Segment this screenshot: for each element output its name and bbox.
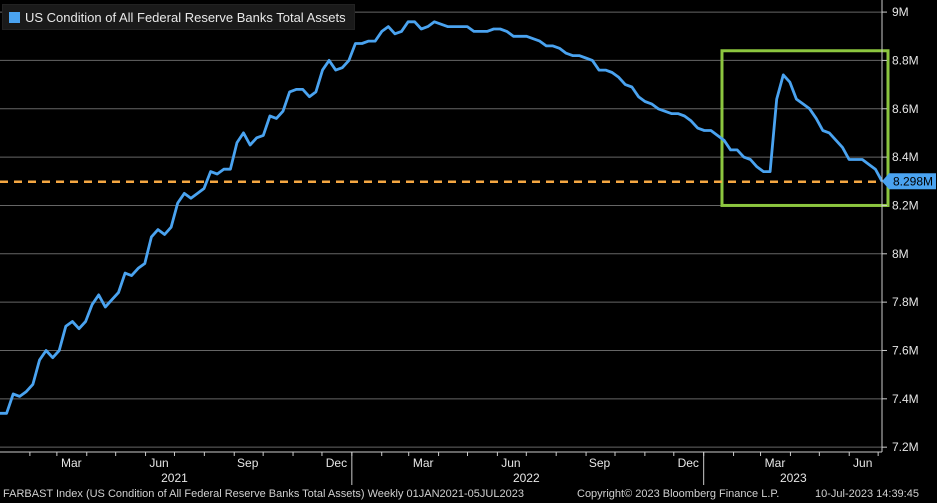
last-value-badge [882, 173, 936, 190]
legend-label: US Condition of All Federal Reserve Bank… [25, 9, 346, 25]
y-tick-label: 7.8M [892, 295, 919, 309]
last-value-badge-layer: 8.298M [882, 173, 936, 190]
y-tick-label: 9M [892, 5, 909, 19]
series-layer [0, 20, 884, 415]
x-tick-label: Dec [678, 456, 699, 470]
y-tick-label: 7.2M [892, 440, 919, 454]
y-tick-label: 8.2M [892, 198, 919, 212]
legend: US Condition of All Federal Reserve Bank… [2, 4, 355, 30]
y-tick-label: 8.6M [892, 102, 919, 116]
footer: FARBAST Index (US Condition of All Feder… [0, 487, 937, 503]
x-tick-label: Mar [765, 456, 786, 470]
y-tick-label: 8M [892, 247, 909, 261]
x-tick-label: Sep [237, 456, 259, 470]
x-tick-label: Mar [61, 456, 82, 470]
y-tick-label: 8.8M [892, 53, 919, 67]
axis-layer [0, 0, 887, 485]
footer-timestamp: 10-Jul-2023 14:39:45 [815, 488, 919, 500]
footer-source: FARBAST Index (US Condition of All Feder… [3, 488, 524, 500]
legend-swatch [9, 11, 20, 23]
x-tick-label: Jun [853, 456, 872, 470]
highlight-box-layer [720, 49, 890, 207]
x-tick-label: Dec [326, 456, 347, 470]
year-label: 2023 [780, 471, 807, 485]
highlight-box [720, 49, 890, 207]
last-value-label: 8.298M [893, 174, 933, 188]
y-tick-label: 7.6M [892, 343, 919, 357]
x-tick-label: Sep [589, 456, 611, 470]
y-tick-label: 8.4M [892, 150, 919, 164]
x-tick-label: Jun [501, 456, 520, 470]
y-tick-label: 7.4M [892, 392, 919, 406]
grid-layer [0, 11, 882, 448]
year-label: 2021 [161, 471, 188, 485]
footer-copyright: Copyright© 2023 Bloomberg Finance L.P. [577, 488, 780, 500]
tick-label-layer: 7.2M 7.4M 7.6M 7.8M 8M 8.2M 8.4M 8.6M 8.8M 9M Mar J… [61, 5, 919, 485]
x-tick-label: Mar [413, 456, 434, 470]
series-line [0, 20, 884, 415]
x-tick-label: Jun [149, 456, 168, 470]
year-label: 2022 [513, 471, 540, 485]
